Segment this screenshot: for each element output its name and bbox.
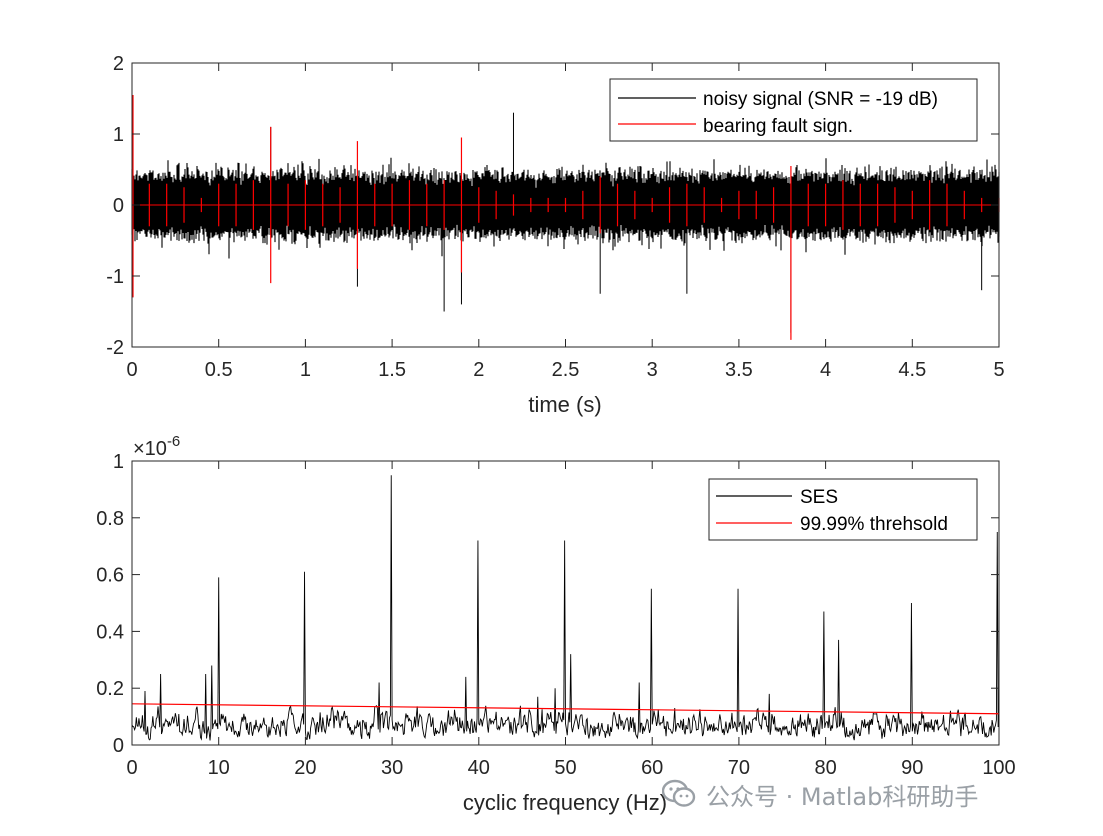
time-xlabel: time (s): [528, 392, 601, 417]
time-xtick-label: 4: [820, 359, 831, 381]
time-xtick-label: 4.5: [898, 359, 926, 381]
ses-xtick-label: 0: [126, 757, 137, 779]
time-xtick-label: 0: [126, 359, 137, 381]
ses-axes: 0 10 20 30 40 50 60 70 80 90 100 0 0.2 0.4 0.6 0.8 1 ×10…: [96, 433, 1016, 815]
time-xtick-label: 2: [473, 359, 484, 381]
watermark-text: 公众号 · Matlab科研助手: [706, 782, 979, 811]
ses-xtick-label: 20: [294, 757, 316, 779]
time-signal-axes: 0 0.5 1 1.5 2 2.5 3 3.5 4 4.5 5 -2 -1 0 1 2 time (s) no…: [106, 53, 1004, 417]
ses-ytick-label: 0.2: [96, 678, 124, 700]
ses-xlabel: cyclic frequency (Hz): [463, 790, 667, 815]
ses-xtick-label: 10: [208, 757, 230, 779]
ses-xtick-label: 40: [468, 757, 490, 779]
threshold-line: [131, 703, 1000, 715]
time-legend-box: [609, 78, 978, 142]
ses-ytick-label: 0.8: [96, 508, 124, 530]
bearing-fault-trace: [132, 94, 1000, 340]
ses-xtick-label: 50: [554, 757, 576, 779]
ses-ytick-label: 0.6: [96, 565, 124, 587]
time-ytick-label: 2: [113, 53, 124, 75]
legend-label-threshold: 99.99% threhsold: [800, 514, 948, 535]
time-xtick-label: 3.5: [725, 359, 753, 381]
ses-ytick-label: 1: [113, 451, 124, 473]
wechat-icon: [662, 779, 696, 807]
watermark: 公众号 · Matlab科研助手: [662, 774, 978, 814]
time-axes-ticks: 0 0.5 1 1.5 2 2.5 3 3.5 4 4.5 5 -2 -1 0 1 2: [106, 53, 1004, 381]
ses-y-exponent-base: ×10: [133, 438, 167, 460]
time-xtick-label: 2.5: [552, 359, 580, 381]
time-ytick-label: 0: [113, 195, 124, 217]
legend-label-noisy-signal: noisy signal (SNR = -19 dB): [703, 89, 938, 110]
ses-xtick-label: 30: [381, 757, 403, 779]
ses-axes-ticks: 0 10 20 30 40 50 60 70 80 90 100 0 0.2 0.4 0.6 0.8 1: [96, 451, 1016, 779]
time-xtick-label: 1: [300, 359, 311, 381]
time-legend: noisy signal (SNR = -19 dB) bearing faul…: [609, 78, 978, 142]
ses-y-exponent-power: -6: [167, 433, 180, 450]
time-ytick-label: -2: [106, 337, 124, 359]
time-ytick-label: 1: [113, 124, 124, 146]
legend-label-ses: SES: [800, 487, 838, 508]
time-xtick-label: 1.5: [378, 359, 406, 381]
ses-xtick-label: 70: [728, 757, 750, 779]
ses-ytick-label: 0: [113, 735, 124, 757]
ses-xtick-label: 90: [901, 757, 923, 779]
ses-xtick-label: 100: [982, 757, 1015, 779]
ses-xtick-label: 60: [641, 757, 663, 779]
ses-xtick-label: 80: [814, 757, 836, 779]
ses-legend: SES 99.99% threhsold: [708, 478, 978, 541]
legend-label-bearing-fault: bearing fault sign.: [703, 116, 853, 137]
ses-legend-box: [708, 478, 978, 541]
time-xtick-label: 0.5: [205, 359, 233, 381]
time-xtick-label: 5: [993, 359, 1004, 381]
ses-y-exponent: ×10-6: [133, 433, 180, 460]
ses-ytick-label: 0.4: [96, 621, 124, 643]
ses-trace: [131, 475, 1000, 741]
time-xtick-label: 3: [647, 359, 658, 381]
time-ytick-label: -1: [106, 266, 124, 288]
